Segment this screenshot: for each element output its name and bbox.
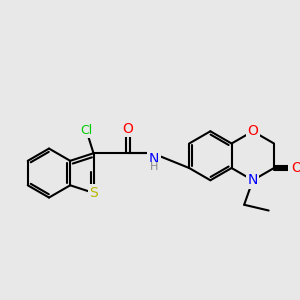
Text: Cl: Cl [80, 124, 92, 137]
Text: O: O [248, 124, 258, 138]
Text: O: O [292, 161, 300, 175]
Text: N: N [149, 152, 159, 166]
Text: S: S [89, 186, 98, 200]
Text: H: H [150, 162, 158, 172]
Text: N: N [248, 173, 258, 187]
Text: O: O [123, 122, 134, 136]
